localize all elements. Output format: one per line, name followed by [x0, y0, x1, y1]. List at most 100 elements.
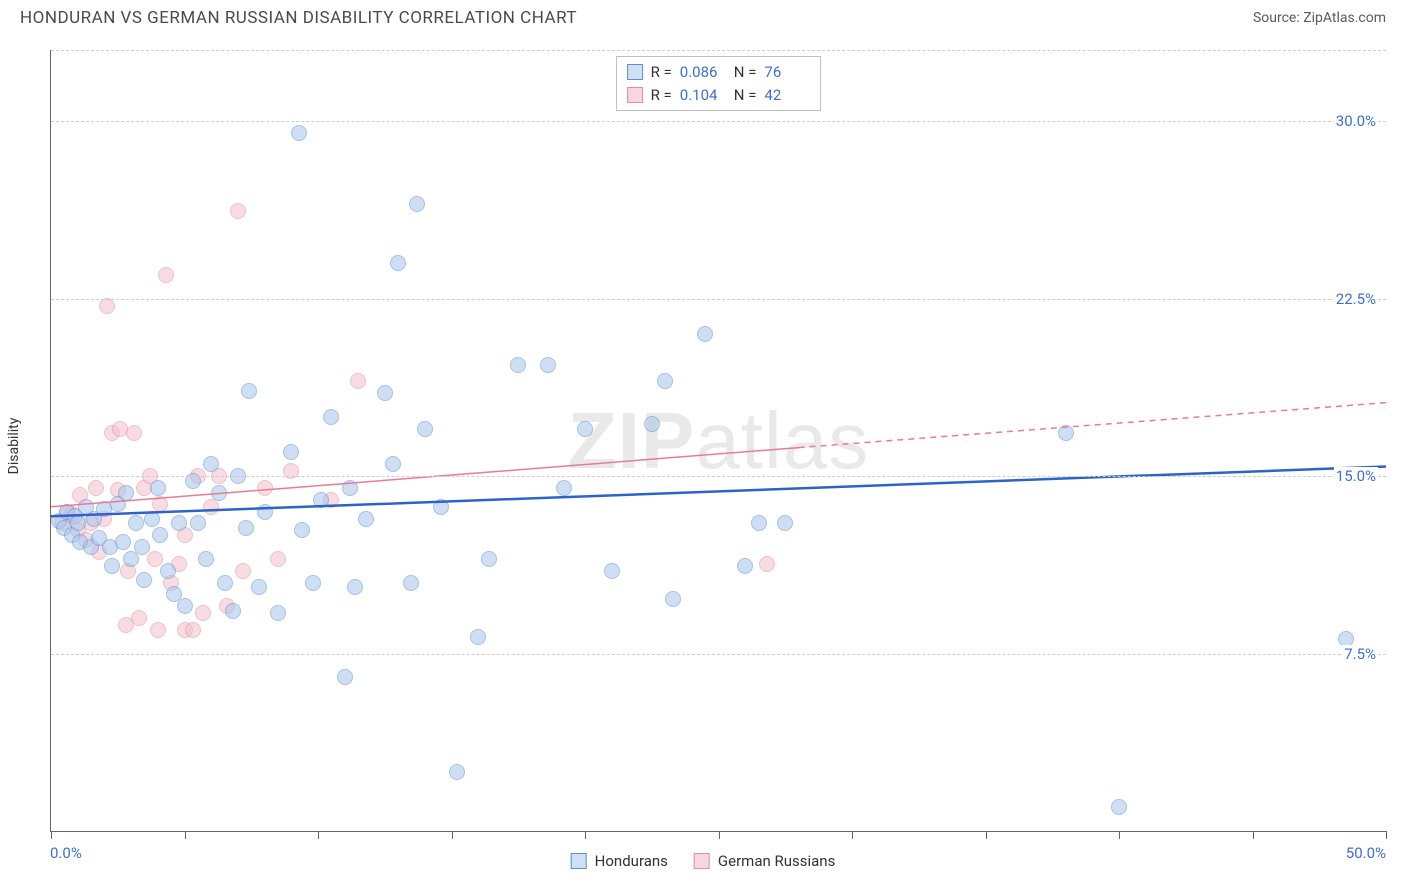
scatter-point	[657, 373, 673, 389]
scatter-point	[251, 579, 267, 595]
scatter-point	[203, 499, 219, 515]
y-tick-label: 15.0%	[1334, 467, 1378, 485]
scatter-point	[470, 629, 486, 645]
scatter-point	[147, 551, 163, 567]
scatter-point	[510, 357, 526, 373]
gridline	[51, 121, 1386, 122]
scatter-point	[283, 444, 299, 460]
scatter-point	[198, 551, 214, 567]
scatter-point	[118, 485, 134, 501]
x-tick-label-max: 50.0%	[1346, 844, 1386, 862]
gridline	[51, 476, 1386, 477]
x-tick	[1386, 831, 1387, 839]
scatter-point	[158, 267, 174, 283]
scatter-point	[697, 326, 713, 342]
scatter-point	[270, 605, 286, 621]
scatter-point	[70, 515, 86, 531]
y-tick-label: 22.5%	[1334, 290, 1378, 308]
scatter-point	[115, 534, 131, 550]
x-tick	[1253, 831, 1254, 839]
scatter-point	[433, 499, 449, 515]
stats-row-hondurans: R = 0.086 N = 76	[627, 61, 811, 84]
scatter-point	[203, 456, 219, 472]
scatter-point	[417, 421, 433, 437]
y-axis-label: Disability	[6, 418, 22, 475]
scatter-point	[350, 373, 366, 389]
scatter-point	[1058, 425, 1074, 441]
scatter-point	[257, 480, 273, 496]
legend-item-german-russians: German Russians	[694, 852, 835, 870]
y-tick-label: 30.0%	[1334, 112, 1378, 130]
legend-label: Hondurans	[595, 852, 668, 870]
scatter-point	[99, 298, 115, 314]
scatter-point	[409, 196, 425, 212]
scatter-point	[150, 622, 166, 638]
scatter-point	[403, 575, 419, 591]
y-tick-label: 7.5%	[1342, 645, 1378, 663]
scatter-point	[291, 125, 307, 141]
scatter-point	[225, 603, 241, 619]
series-legend: Hondurans German Russians	[571, 852, 836, 870]
scatter-point	[1111, 799, 1127, 815]
scatter-point	[104, 558, 120, 574]
chart-header: HONDURAN VS GERMAN RUSSIAN DISABILITY CO…	[0, 0, 1406, 32]
scatter-point	[195, 605, 211, 621]
scatter-point	[134, 539, 150, 555]
scatter-point	[358, 511, 374, 527]
x-tick	[1119, 831, 1120, 839]
scatter-point	[190, 515, 206, 531]
scatter-point	[171, 515, 187, 531]
x-tick	[51, 831, 52, 839]
scatter-point	[211, 485, 227, 501]
scatter-point	[337, 669, 353, 685]
scatter-point	[665, 591, 681, 607]
stats-row-german-russians: R = 0.104 N = 42	[627, 84, 811, 107]
scatter-points-layer	[51, 50, 1386, 831]
scatter-point	[323, 409, 339, 425]
x-tick	[318, 831, 319, 839]
scatter-point	[152, 527, 168, 543]
swatch-pink-icon	[694, 853, 710, 869]
legend-item-hondurans: Hondurans	[571, 852, 668, 870]
legend-label: German Russians	[718, 852, 835, 870]
scatter-point	[88, 480, 104, 496]
scatter-point	[377, 385, 393, 401]
scatter-point	[751, 515, 767, 531]
gridline	[51, 299, 1386, 300]
scatter-point	[481, 551, 497, 567]
scatter-point	[257, 504, 273, 520]
scatter-point	[540, 357, 556, 373]
scatter-point	[347, 579, 363, 595]
scatter-point	[241, 383, 257, 399]
scatter-point	[270, 551, 286, 567]
scatter-point	[150, 480, 166, 496]
correlation-stats-box: R = 0.086 N = 76 R = 0.104 N = 42	[616, 56, 822, 111]
scatter-point	[217, 575, 233, 591]
scatter-point	[230, 203, 246, 219]
scatter-point	[294, 522, 310, 538]
scatter-point	[305, 575, 321, 591]
chart-source: Source: ZipAtlas.com	[1253, 10, 1386, 26]
x-tick	[452, 831, 453, 839]
x-tick	[986, 831, 987, 839]
scatter-point	[759, 556, 775, 572]
swatch-pink	[627, 87, 643, 103]
scatter-point	[342, 480, 358, 496]
scatter-point	[385, 456, 401, 472]
scatter-point	[644, 416, 660, 432]
x-tick-label-min: 0.0%	[50, 844, 82, 862]
scatter-point	[556, 480, 572, 496]
swatch-blue-icon	[571, 853, 587, 869]
gridline	[51, 50, 1386, 51]
scatter-point	[737, 558, 753, 574]
scatter-point	[390, 255, 406, 271]
scatter-point	[144, 511, 160, 527]
scatter-point	[128, 515, 144, 531]
scatter-point	[577, 421, 593, 437]
scatter-point	[238, 520, 254, 536]
chart-title: HONDURAN VS GERMAN RUSSIAN DISABILITY CO…	[20, 8, 577, 28]
x-tick	[585, 831, 586, 839]
x-tick	[852, 831, 853, 839]
x-tick	[185, 831, 186, 839]
scatter-point	[126, 425, 142, 441]
